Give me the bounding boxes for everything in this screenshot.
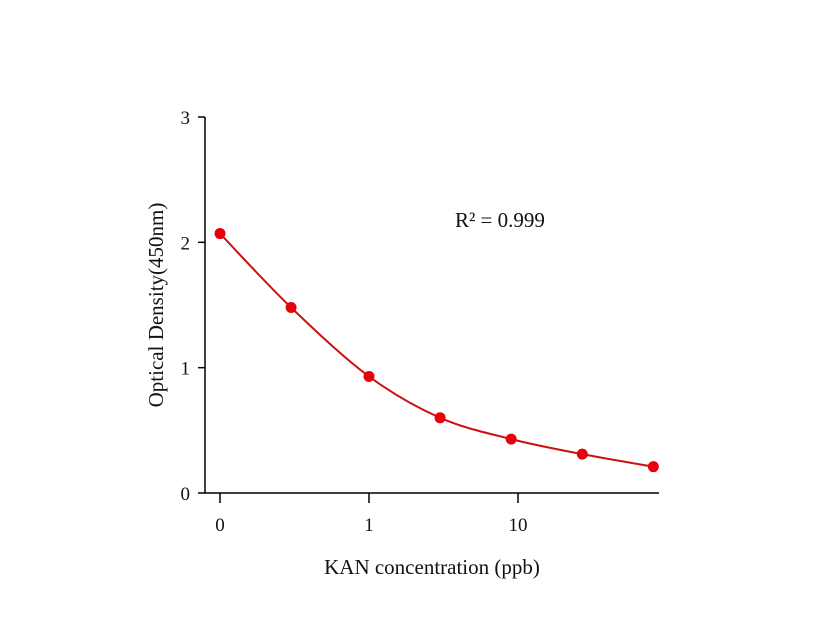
fit-curve — [219, 232, 654, 468]
y-tick-label: 0 — [181, 484, 191, 505]
y-tick-label: 2 — [181, 233, 191, 254]
axes — [204, 117, 659, 494]
y-axis-label: Optical Density(450nm) — [144, 203, 168, 408]
x-axis-label: KAN concentration (ppb) — [324, 555, 540, 579]
data-point — [647, 461, 659, 473]
r-squared-annotation: R² = 0.999 — [455, 208, 545, 232]
x-tick-label: 0 — [215, 515, 225, 536]
data-point — [505, 433, 517, 445]
data-point — [576, 448, 588, 460]
y-tick-label: 3 — [181, 108, 191, 129]
x-tick-label: 10 — [509, 515, 528, 536]
data-point — [434, 412, 446, 424]
data-point — [214, 228, 226, 240]
x-tick-label: 1 — [364, 515, 374, 536]
data-point — [285, 302, 297, 314]
data-point — [363, 370, 375, 382]
y-tick-label: 1 — [181, 359, 191, 380]
